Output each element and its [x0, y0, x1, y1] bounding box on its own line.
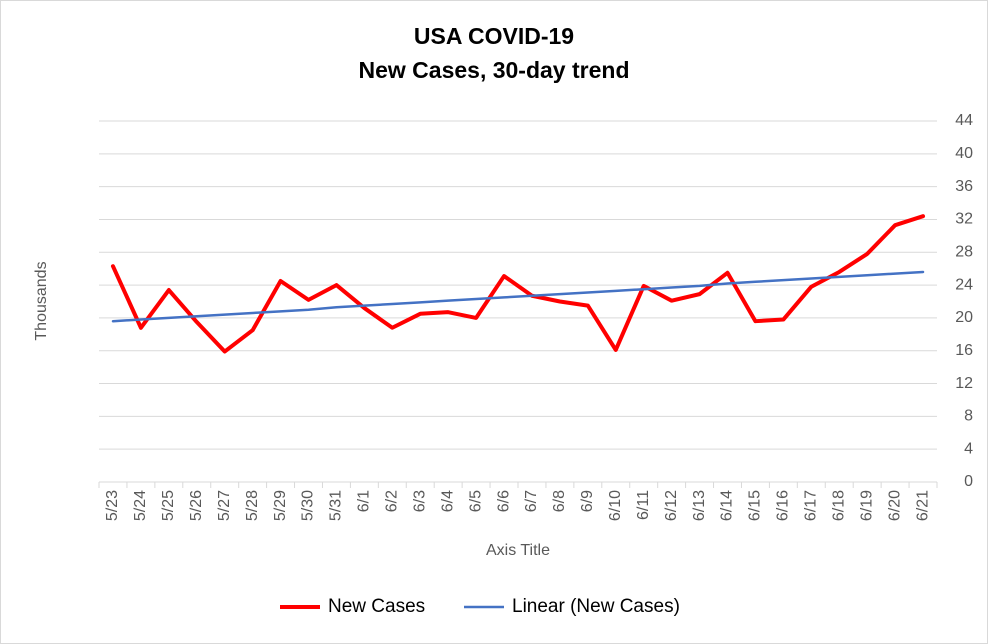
x-tick-label: 5/28	[244, 490, 261, 521]
x-tick-label: 6/17	[803, 490, 820, 521]
chart-subtitle: New Cases, 30-day trend	[358, 57, 629, 83]
y-tick-label: 32	[955, 211, 973, 228]
x-tick-label: 6/1	[356, 490, 373, 512]
x-tick-label: 6/14	[719, 490, 736, 521]
x-tick-label: 6/9	[579, 490, 596, 512]
y-tick-label: 44	[955, 112, 973, 129]
x-tick-label: 5/25	[160, 490, 177, 521]
x-tick-label: 6/11	[635, 490, 652, 520]
x-tick-label: 5/31	[328, 490, 345, 521]
x-tick-label: 5/23	[104, 490, 121, 521]
y-tick-label: 12	[955, 375, 973, 392]
x-axis-title: Axis Title	[486, 542, 550, 559]
series-line	[110, 214, 926, 354]
y-tick-label: 36	[955, 178, 973, 195]
y-tick-label: 4	[964, 440, 973, 457]
x-tick-label: 6/18	[830, 490, 847, 521]
x-tick-label: 5/27	[216, 490, 233, 521]
y-tick-label: 40	[955, 145, 973, 162]
chart-title: USA COVID-19	[414, 23, 574, 49]
x-tick-label: 6/13	[691, 490, 708, 521]
y-tick-label: 16	[955, 342, 973, 359]
x-tick-label: 6/12	[663, 490, 680, 521]
legend-label: New Cases	[328, 596, 425, 617]
legend-label: Linear (New Cases)	[512, 596, 680, 617]
x-tick-label: 5/30	[300, 490, 317, 521]
x-tick-label: 5/29	[272, 490, 289, 521]
x-tick-label: 6/20	[886, 490, 903, 521]
x-tick-label: 6/8	[551, 490, 568, 512]
x-tick-label: 5/24	[132, 490, 149, 521]
x-tick-label: 5/26	[188, 490, 205, 521]
x-tick-label: 6/3	[411, 490, 428, 512]
x-tick-label: 6/6	[495, 490, 512, 512]
x-tick-label: 6/5	[467, 490, 484, 512]
y-axis-title: Thousands	[33, 261, 50, 340]
y-tick-label: 24	[955, 276, 973, 293]
x-tick-label: 6/2	[384, 490, 401, 512]
series-line	[111, 270, 925, 323]
x-tick-label: 6/19	[858, 490, 875, 521]
x-tick-label: 6/16	[775, 490, 792, 521]
y-tick-label: 0	[964, 473, 973, 490]
x-tick-label: 6/10	[607, 490, 624, 521]
y-tick-label: 20	[955, 309, 973, 326]
x-tick-label: 6/7	[523, 490, 540, 512]
x-tick-label: 6/15	[747, 490, 764, 521]
y-tick-label: 28	[955, 243, 973, 260]
y-tick-label: 8	[964, 408, 973, 425]
x-tick-label: 6/4	[439, 490, 456, 512]
x-tick-label: 6/21	[914, 490, 931, 521]
